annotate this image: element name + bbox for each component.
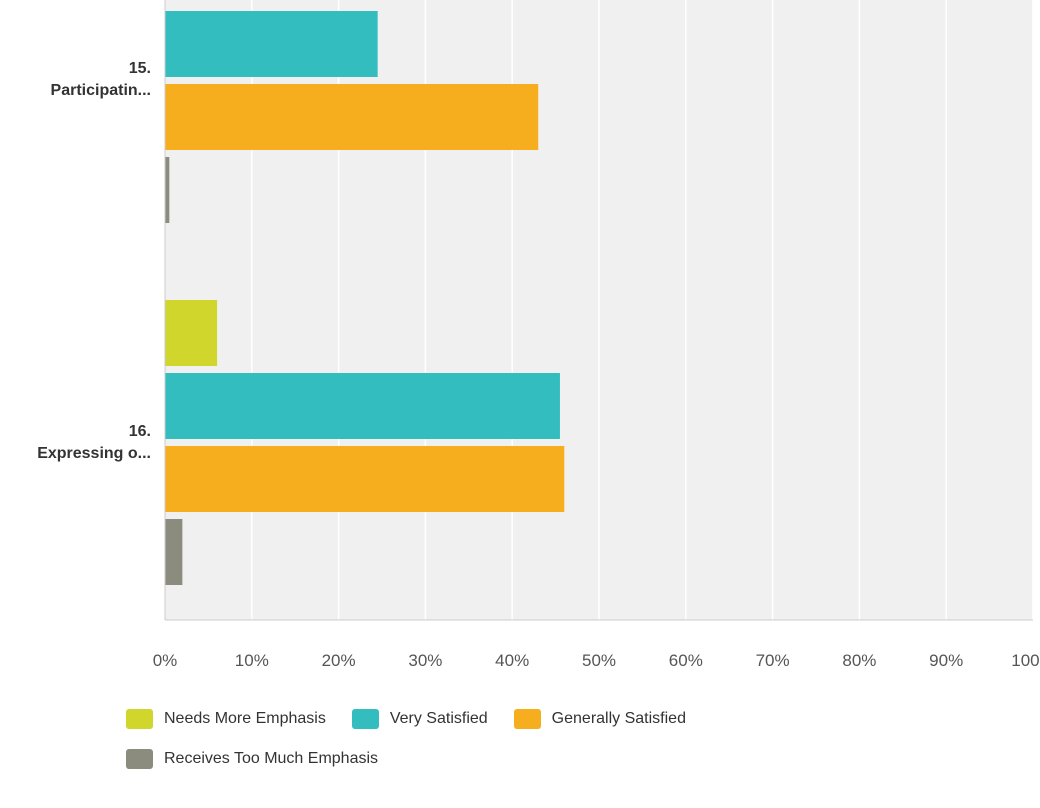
legend-label: Very Satisfied — [389, 710, 488, 727]
x-tick-label: 50% — [582, 651, 616, 670]
x-tick-label: 0% — [153, 651, 178, 670]
legend: Needs More Emphasis Very Satisfied General… — [126, 708, 926, 788]
bar-very-satisfied — [165, 373, 560, 439]
legend-swatch — [513, 709, 541, 729]
x-tick-labels: 0% 10% 20% 30% 40% 50% 60% 70% 80% 90% 100% — [153, 651, 1040, 670]
legend-swatch — [351, 709, 379, 729]
x-tick-label: 70% — [756, 651, 790, 670]
category-label-text: Participatin... — [51, 82, 151, 99]
bar-generally-satisfied — [165, 84, 539, 150]
legend-row: Receives Too Much Emphasis — [126, 748, 926, 770]
x-tick-label: 60% — [669, 651, 703, 670]
category-label-number: 16. — [129, 423, 151, 440]
legend-item[interactable]: Generally Satisfied — [513, 709, 686, 729]
legend-swatch — [126, 709, 153, 729]
category-labels: 15. Participatin... 16. Expressing o... — [37, 60, 151, 462]
x-tick-label: 100% — [1011, 651, 1040, 670]
category-label-text: Expressing o... — [37, 445, 151, 462]
bar-generally-satisfied — [165, 446, 565, 512]
bar-receives-too-much-emphasis — [165, 519, 183, 585]
legend-item[interactable]: Needs More Emphasis — [126, 709, 326, 729]
x-tick-label: 10% — [235, 651, 269, 670]
category-label-number: 15. — [129, 60, 151, 77]
x-tick-label: 90% — [929, 651, 963, 670]
legend-item[interactable]: Very Satisfied — [351, 709, 488, 729]
x-tick-label: 30% — [408, 651, 442, 670]
legend-label: Receives Too Much Emphasis — [164, 750, 379, 767]
legend-label: Needs More Emphasis — [164, 710, 326, 727]
bar-needs-more-emphasis — [165, 300, 218, 366]
legend-item[interactable]: Receives Too Much Emphasis — [126, 749, 378, 769]
x-tick-label: 80% — [842, 651, 876, 670]
x-tick-label: 20% — [322, 651, 356, 670]
legend-swatch — [126, 749, 153, 769]
legend-label: Generally Satisfied — [551, 710, 686, 727]
bar-receives-too-much-emphasis — [165, 157, 170, 223]
x-tick-label: 40% — [495, 651, 529, 670]
legend-row: Needs More Emphasis Very Satisfied General… — [126, 708, 926, 730]
bar-very-satisfied — [165, 11, 378, 77]
bars — [165, 11, 565, 585]
